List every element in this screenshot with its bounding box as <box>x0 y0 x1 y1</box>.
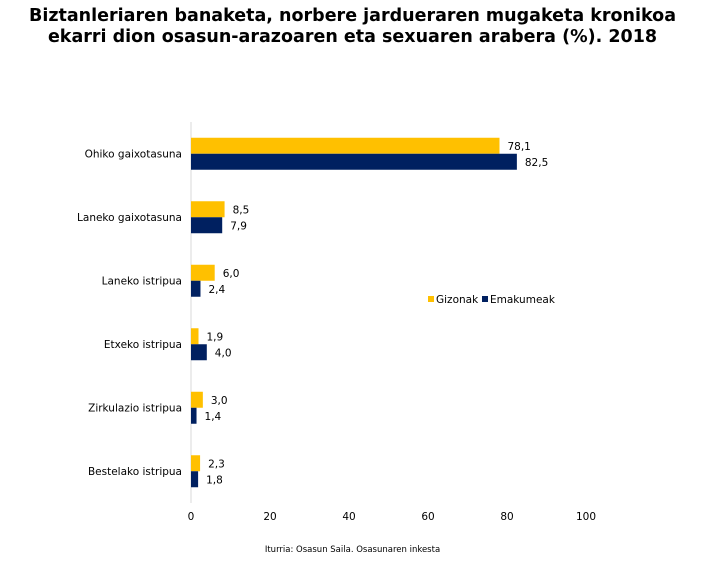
x-tick-label-40: 40 <box>342 511 355 523</box>
data-label-gizonak-4: 1,9 <box>207 331 224 343</box>
chart-title-line-1: Biztanleriaren banaketa, norbere jarduer… <box>28 6 677 26</box>
data-label-gizonak-5: 3,0 <box>211 395 228 407</box>
bar-gizonak-1 <box>191 137 500 154</box>
bar-emakumeak-4 <box>191 344 207 361</box>
data-label-gizonak-6: 2,3 <box>208 458 225 470</box>
bar-gizonak-4 <box>191 328 199 345</box>
data-label-emakumeak-6: 1,8 <box>206 474 223 486</box>
bar-gizonak-6 <box>191 455 201 472</box>
x-tick-label-80: 80 <box>500 511 513 523</box>
data-label-gizonak-2: 8,5 <box>233 204 250 216</box>
category-label-6: Bestelako istripua <box>88 466 182 478</box>
legend-label-gizonak: Gizonak <box>436 294 479 306</box>
x-tick-label-100: 100 <box>576 511 596 523</box>
legend-label-emakumeak: Emakumeak <box>490 294 556 306</box>
bar-gizonak-5 <box>191 391 203 408</box>
bar-emakumeak-1 <box>191 153 517 170</box>
category-label-2: Laneko gaixotasuna <box>77 212 182 224</box>
chart-title-line-2: ekarri dion osasun-arazoaren eta sexuare… <box>47 27 658 47</box>
category-label-5: Zirkulazio istripua <box>88 402 182 414</box>
bar-gizonak-3 <box>191 264 215 281</box>
x-tick-label-20: 20 <box>263 511 276 523</box>
data-label-emakumeak-3: 2,4 <box>208 284 225 296</box>
category-label-3: Laneko istripua <box>102 275 182 287</box>
data-label-emakumeak-4: 4,0 <box>215 347 232 359</box>
data-label-gizonak-3: 6,0 <box>223 268 240 280</box>
data-label-emakumeak-5: 1,4 <box>205 411 222 423</box>
x-tick-label-60: 60 <box>421 511 434 523</box>
bar-emakumeak-3 <box>191 280 201 297</box>
bar-emakumeak-6 <box>191 471 199 488</box>
data-label-emakumeak-2: 7,9 <box>230 220 247 232</box>
category-label-4: Etxeko istripua <box>104 339 182 351</box>
x-tick-label-0: 0 <box>188 511 195 523</box>
bar-gizonak-2 <box>191 201 225 218</box>
chart-title: Biztanleriaren banaketa, norbere jarduer… <box>0 6 705 48</box>
category-label-1: Ohiko gaixotasuna <box>85 148 182 160</box>
bar-emakumeak-2 <box>191 217 223 234</box>
data-label-gizonak-1: 78,1 <box>507 141 530 153</box>
bar-emakumeak-5 <box>191 407 197 424</box>
data-label-emakumeak-1: 82,5 <box>525 157 548 169</box>
legend-swatch-gizonak <box>428 296 434 302</box>
legend-swatch-emakumeak <box>482 296 488 302</box>
source-note: Iturria: Osasun Saila. Osasunaren inkest… <box>264 545 441 555</box>
